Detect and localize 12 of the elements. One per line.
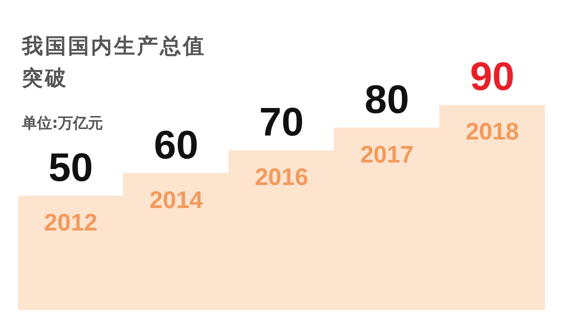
x-tick-label: 2017 <box>360 141 414 168</box>
data-label: 70 <box>259 100 304 145</box>
x-tick-label: 2018 <box>466 118 519 146</box>
data-label: 90 <box>470 55 515 100</box>
chart-title: 我国国内生产总值突破 <box>22 33 207 92</box>
x-tick-label: 2012 <box>44 210 98 237</box>
x-tick-label: 2016 <box>254 164 308 192</box>
x-tick-label: 2014 <box>149 186 204 214</box>
data-label: 50 <box>48 146 93 190</box>
data-label: 60 <box>154 123 198 168</box>
data-label: 80 <box>364 78 410 122</box>
text: 单位:万亿元 <box>22 114 103 133</box>
